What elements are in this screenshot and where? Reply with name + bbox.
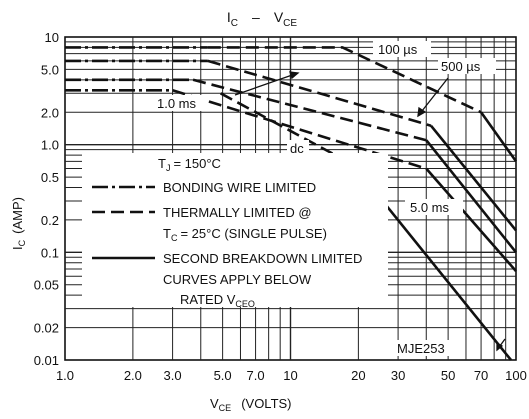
x-tick-label: 3.0 (164, 368, 182, 383)
label-5ms: 5.0 ms (410, 200, 450, 215)
x-axis-ticks: 1.0 2.0 3.0 5.0 7.0 10 20 30 50 70 100 (56, 368, 527, 383)
y-tick-label: 0.2 (41, 213, 59, 228)
part-number: MJE253 (397, 341, 445, 356)
label-bg-part (393, 340, 453, 356)
curves (65, 46, 518, 361)
label-bg-100us (373, 41, 431, 57)
y-tick-label: 0.01 (34, 353, 59, 368)
x-axis-label: VCE (VOLTS) (210, 396, 292, 413)
y-tick-label: 2.0 (41, 105, 59, 120)
legend-item-curves: CURVES APPLY BELOW (163, 272, 312, 287)
arrow-1ms-head (289, 71, 300, 80)
legend: TJ = 150°C BONDING WIRE LIMITED THERMALLY… (82, 153, 388, 309)
curve-dc-thermal (219, 92, 355, 166)
legend-item-bonding: BONDING WIRE LIMITED (163, 180, 316, 195)
label-500us: 500 µs (441, 59, 481, 74)
y-tick-label: 0.05 (34, 278, 59, 293)
curve-50ms-secondary (425, 167, 517, 272)
legend-item-tc: TC = 25°C (SINGLE PULSE) (163, 226, 327, 243)
x-tick-label: 50 (441, 368, 455, 383)
legend-item-secondary: SECOND BREAKDOWN LIMITED (163, 251, 362, 266)
legend-item-thermal: THERMALLY LIMITED @ (163, 205, 312, 220)
arrow-1ms (234, 72, 299, 96)
arrow-500us-head (417, 106, 427, 118)
x-tick-label: 5.0 (214, 368, 232, 383)
curve-500s-thermal (207, 59, 432, 127)
x-tick-label: 10 (283, 368, 297, 383)
curve-10ms-secondary (425, 139, 518, 254)
label-bg-500us (438, 58, 496, 74)
label-bg-1ms (150, 95, 208, 111)
arrow-mje-head (496, 341, 504, 352)
arrow-500us (417, 77, 449, 117)
curve-100s-thermal (207, 46, 482, 114)
curve-10ms-thermal (192, 78, 427, 142)
y-tick-label: 0.5 (41, 170, 59, 185)
y-tick-label: 10 (45, 30, 59, 45)
y-tick-label: 0.1 (41, 245, 59, 260)
label-bg-dc (287, 140, 309, 156)
x-tick-label: 1.0 (56, 368, 74, 383)
y-axis-label: IC(AMP) (10, 197, 27, 250)
x-tick-label: 7.0 (247, 368, 265, 383)
chart-title: IC – VCE (227, 9, 297, 29)
x-tick-label: 2.0 (124, 368, 142, 383)
y-tick-label: 5.0 (41, 62, 59, 77)
label-1ms: 1.0 ms (157, 96, 197, 111)
x-tick-label: 70 (474, 368, 488, 383)
x-tick-label: 100 (505, 368, 527, 383)
label-bg-5ms (405, 199, 463, 215)
label-arrows (234, 71, 506, 352)
y-axis-ticks: 10 5.0 2.0 1.0 0.5 0.2 0.1 0.05 0.02 0.01 (34, 30, 59, 368)
x-tick-label: 30 (391, 368, 405, 383)
label-dc: dc (290, 141, 304, 156)
y-tick-label: 0.02 (34, 321, 59, 336)
legend-box (82, 153, 388, 307)
curve-500s-secondary (429, 124, 518, 232)
curve-labels: 100 µs 500 µs 1.0 ms dc 5.0 ms MJE253 (150, 41, 496, 356)
curve-100s-secondary (480, 111, 518, 163)
label-100us: 100 µs (378, 42, 418, 57)
y-tick-label: 1.0 (41, 138, 59, 153)
legend-temperature: TJ = 150°C (158, 156, 221, 173)
legend-item-rated: RATED VCEO (180, 292, 255, 309)
x-tick-label: 20 (351, 368, 365, 383)
